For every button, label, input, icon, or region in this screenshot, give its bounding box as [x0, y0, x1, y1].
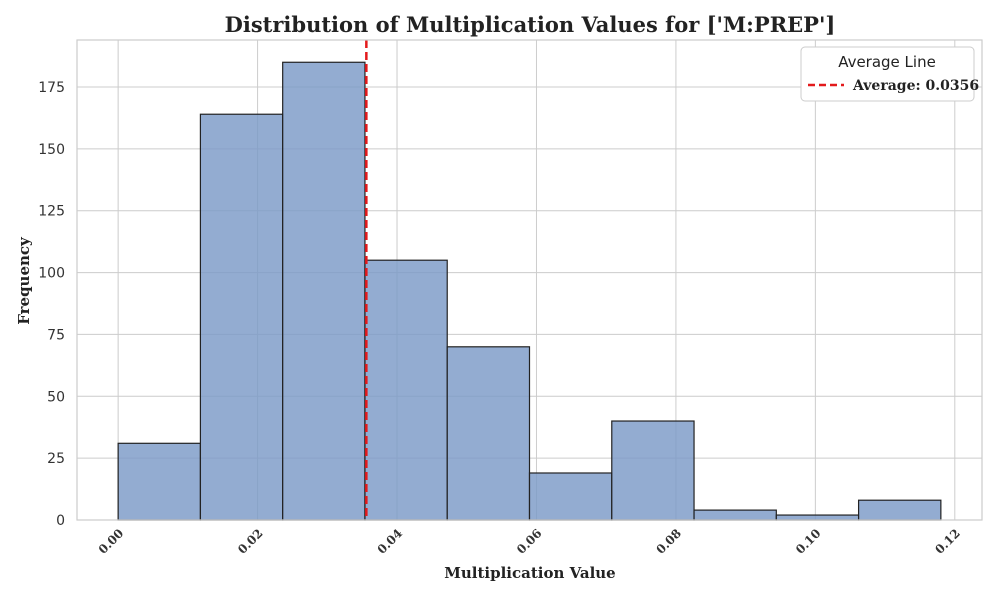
x-tick-label: 0.04	[375, 526, 406, 557]
histogram-bar	[857, 499, 942, 521]
chart-title: Distribution of Multiplication Values fo…	[225, 12, 836, 37]
y-tick-label: 150	[38, 142, 65, 158]
histogram-bar	[693, 509, 777, 521]
x-tick-label: 0.02	[235, 526, 266, 557]
y-ticks: 0 25 50 75 100 125 150 175	[38, 80, 65, 529]
histogram-bar	[364, 259, 448, 521]
x-tick-label: 0.12	[932, 526, 963, 557]
bars	[117, 61, 942, 521]
x-axis-label: Multiplication Value	[444, 564, 615, 582]
histogram-bar	[775, 514, 860, 521]
histogram-bar	[199, 113, 284, 521]
y-tick-label: 75	[47, 327, 65, 343]
y-tick-label: 0	[56, 513, 65, 529]
x-ticks: 0.00 0.02 0.04 0.06 0.08 0.10 0.12	[96, 526, 963, 557]
legend-label: Average: 0.0356	[852, 78, 979, 94]
legend-box	[800, 46, 975, 102]
y-tick-label: 175	[38, 80, 65, 96]
plot-border	[76, 39, 983, 521]
y-tick-label: 125	[38, 204, 65, 220]
legend-title: Average Line	[838, 53, 936, 71]
y-tick-label: 25	[47, 451, 65, 467]
x-tick-label: 0.08	[653, 526, 684, 557]
histogram-bar	[117, 442, 202, 521]
legend: Average Line Average: 0.0356	[800, 46, 979, 102]
y-axis-label: Frequency	[15, 236, 33, 325]
histogram-bar	[446, 346, 531, 521]
x-tick-label: 0.06	[514, 526, 545, 557]
plot-frame	[76, 39, 983, 521]
histogram-bar	[282, 61, 366, 521]
y-tick-label: 50	[47, 389, 65, 405]
y-tick-label: 100	[38, 266, 65, 282]
histogram-bar	[528, 472, 613, 521]
x-tick-label: 0.10	[793, 526, 824, 557]
x-tick-label: 0.00	[96, 526, 127, 557]
histogram-bar	[611, 420, 695, 521]
